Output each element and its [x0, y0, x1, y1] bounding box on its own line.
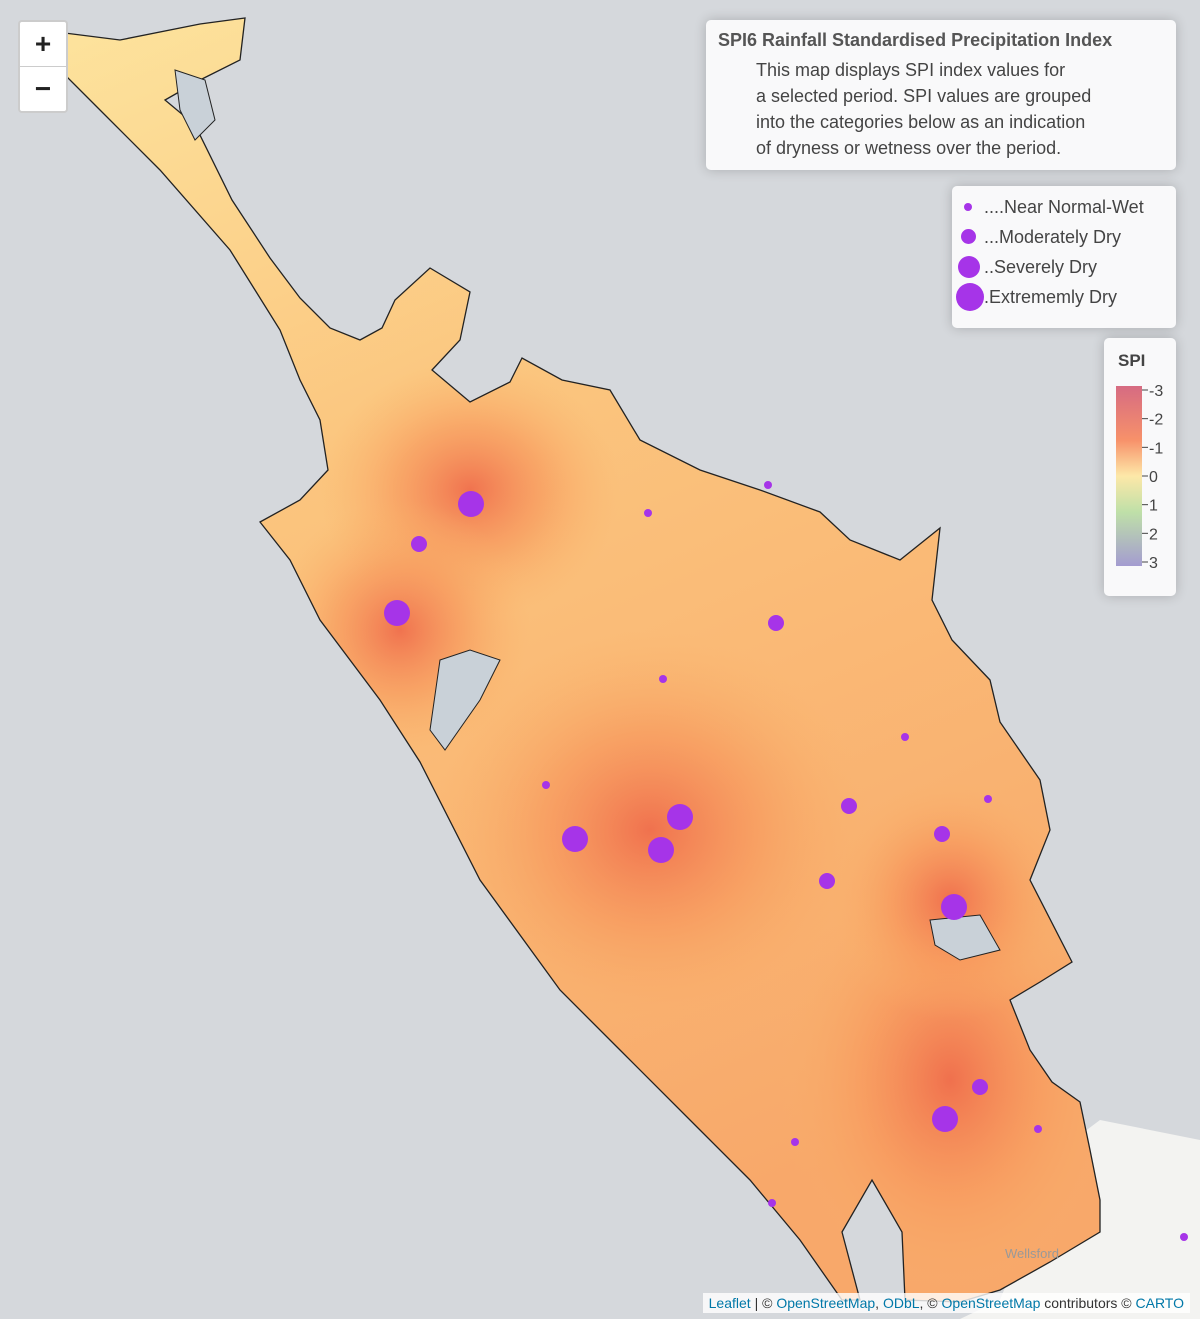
link[interactable]: OpenStreetMap: [941, 1295, 1041, 1311]
tick-label: -1: [1149, 440, 1163, 457]
legend-label: ..Severely Dry: [984, 257, 1098, 277]
tick-label: 2: [1149, 526, 1158, 543]
station[interactable]: [1180, 1233, 1188, 1241]
station[interactable]: [819, 873, 835, 889]
link[interactable]: ODbL: [882, 1295, 920, 1311]
station[interactable]: [791, 1138, 799, 1146]
tick-label: 1: [1149, 498, 1158, 515]
station[interactable]: [768, 1199, 776, 1207]
station[interactable]: [932, 1106, 958, 1132]
text: ,: [875, 1295, 880, 1311]
station[interactable]: [411, 536, 427, 552]
text: | ©: [754, 1295, 773, 1311]
station[interactable]: [384, 600, 410, 626]
station[interactable]: [542, 781, 550, 789]
info-line: a selected period. SPI values are groupe…: [756, 86, 1092, 106]
station[interactable]: [562, 826, 588, 852]
station[interactable]: [941, 894, 967, 920]
station[interactable]: [644, 509, 652, 517]
info-line: This map displays SPI index values for: [756, 60, 1066, 80]
spi-title: SPI: [1118, 351, 1145, 370]
station[interactable]: [648, 837, 674, 863]
station[interactable]: [901, 733, 909, 741]
link[interactable]: CARTO: [1135, 1295, 1185, 1311]
spi-legend: SPI -3 -2 -1 0 1 2 3: [1104, 338, 1176, 596]
text: contributors ©: [1044, 1295, 1132, 1311]
tick-label: 3: [1149, 555, 1158, 572]
legend-entry: ...Moderately Dry: [952, 222, 1176, 252]
info-line: into the categories below as an indicati…: [756, 112, 1086, 132]
station[interactable]: [1034, 1125, 1042, 1133]
size-legend: ....Near Normal-Wet ...Moderately Dry ..…: [952, 186, 1176, 328]
station[interactable]: [768, 615, 784, 631]
station[interactable]: [659, 675, 667, 683]
station[interactable]: [764, 481, 772, 489]
harbour: [929, 914, 1001, 961]
tick-label: -3: [1149, 383, 1163, 400]
link[interactable]: Leaflet: [708, 1295, 751, 1311]
station[interactable]: [667, 804, 693, 830]
harbour: [429, 649, 501, 751]
spi-scale: SPI -3 -2 -1 0 1 2 3: [1116, 351, 1163, 572]
legend-label: .Extrememly Dry: [984, 287, 1118, 307]
stations: [384, 481, 1188, 1241]
legend-entry: ....Near Normal-Wet: [952, 192, 1176, 222]
legend-label: ...Moderately Dry: [984, 227, 1122, 247]
harbour: [174, 69, 216, 141]
station[interactable]: [984, 795, 992, 803]
legend-entry: .Extrememly Dry: [952, 282, 1176, 312]
station[interactable]: [934, 826, 950, 842]
zoom-out[interactable]: −: [20, 66, 66, 111]
station[interactable]: [458, 491, 484, 517]
station[interactable]: [841, 798, 857, 814]
info-line: of dryness or wetness over the period.: [756, 138, 1062, 158]
color-ramp: [1116, 386, 1142, 566]
station[interactable]: [972, 1079, 988, 1095]
info-title: SPI6 Rainfall Standardised Precipitation…: [718, 30, 1113, 50]
tick-label: 0: [1149, 469, 1158, 486]
zoom-control: + −: [18, 20, 68, 113]
legend-entry: ..Severely Dry: [952, 252, 1176, 282]
place-label: Wellsford: [1005, 1246, 1059, 1261]
text: , ©: [919, 1295, 938, 1311]
link[interactable]: OpenStreetMap: [776, 1295, 876, 1311]
zoom-in[interactable]: +: [34, 28, 52, 59]
attribution: Leaflet | © OpenStreetMap, ODbL, © OpenS…: [702, 1293, 1190, 1313]
info-box: SPI6 Rainfall Standardised Precipitation…: [706, 20, 1176, 170]
tick-label: -2: [1149, 412, 1163, 429]
legend-label: ....Near Normal-Wet: [984, 197, 1144, 217]
